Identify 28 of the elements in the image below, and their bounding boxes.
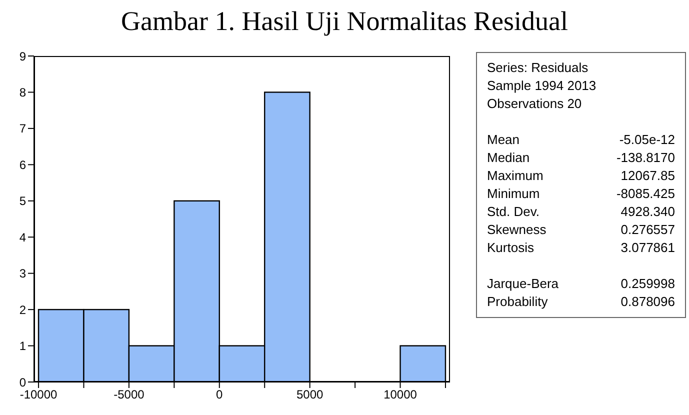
- y-tick-label: 3: [19, 266, 26, 281]
- x-tick-label: 5000: [296, 388, 324, 402]
- y-tick-label: 0: [19, 375, 26, 390]
- text: Minimum -8085.425: [487, 186, 675, 201]
- text: Maximum 12067.85: [487, 168, 675, 183]
- text: Probability 0.878096: [487, 294, 675, 309]
- text: Series: Residuals: [487, 59, 588, 77]
- x-tick-label: 0: [216, 388, 224, 402]
- x-tick-label: -5000: [114, 388, 145, 402]
- y-tick-label: 7: [19, 122, 26, 136]
- text: Sample 1994 2013: [487, 77, 596, 95]
- y-tick-label: 6: [19, 158, 26, 172]
- text: Median -138.8170: [487, 150, 675, 165]
- text: Kurtosis 3.077861: [487, 240, 675, 255]
- text: Observations 20: [487, 95, 582, 113]
- text: Skewness 0.276557: [487, 222, 675, 237]
- x-tick-label: -10000: [20, 388, 58, 402]
- chart-title: Gambar 1. Hasil Uji Normalitas Residual: [120, 6, 569, 37]
- y-tick-label: 9: [19, 49, 26, 64]
- y-tick-label: 2: [19, 302, 26, 317]
- y-tick-label: 4: [19, 230, 26, 244]
- y-tick-label: 5: [19, 194, 26, 208]
- text: Mean -5.05e-12: [487, 132, 675, 147]
- text: Jarque-Bera 0.259998: [487, 276, 675, 291]
- x-tick-label: 10000: [384, 388, 418, 402]
- text: Std. Dev. 4928.340: [487, 204, 675, 219]
- y-tick-label: 8: [19, 85, 26, 100]
- y-tick-label: 1: [19, 339, 26, 354]
